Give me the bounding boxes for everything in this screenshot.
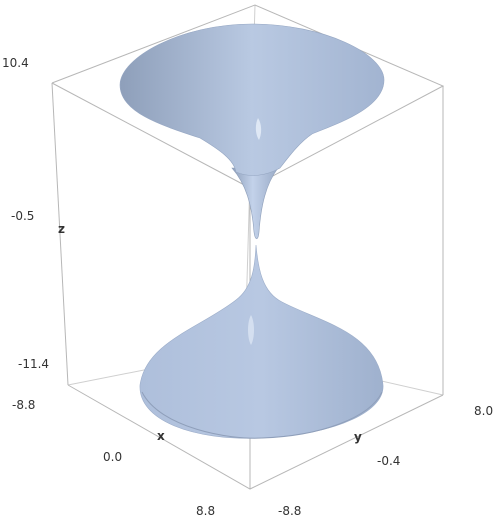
lower-flare bbox=[140, 245, 383, 438]
x-tick-mid: 0.0 bbox=[103, 450, 122, 464]
z-tick-mid: -0.5 bbox=[11, 209, 34, 223]
z-axis-label: z bbox=[58, 222, 65, 236]
surface bbox=[120, 24, 384, 438]
y-tick-start: 8.0 bbox=[474, 404, 493, 418]
x-tick-end: 8.8 bbox=[196, 504, 215, 517]
upper-flare bbox=[120, 24, 384, 175]
x-tick-start: -8.8 bbox=[12, 398, 35, 412]
y-tick-mid: -0.4 bbox=[377, 454, 400, 468]
y-tick-end: -8.8 bbox=[278, 504, 301, 517]
neck bbox=[232, 168, 278, 239]
x-axis-label: x bbox=[157, 429, 165, 443]
z-tick-bottom: -11.4 bbox=[18, 357, 49, 371]
z-tick-top: 10.4 bbox=[2, 56, 29, 70]
y-axis-label: y bbox=[354, 430, 362, 444]
